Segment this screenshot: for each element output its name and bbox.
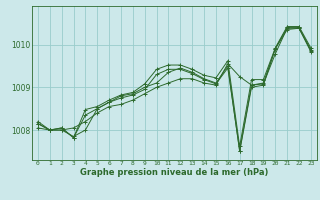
X-axis label: Graphe pression niveau de la mer (hPa): Graphe pression niveau de la mer (hPa) — [80, 168, 268, 177]
